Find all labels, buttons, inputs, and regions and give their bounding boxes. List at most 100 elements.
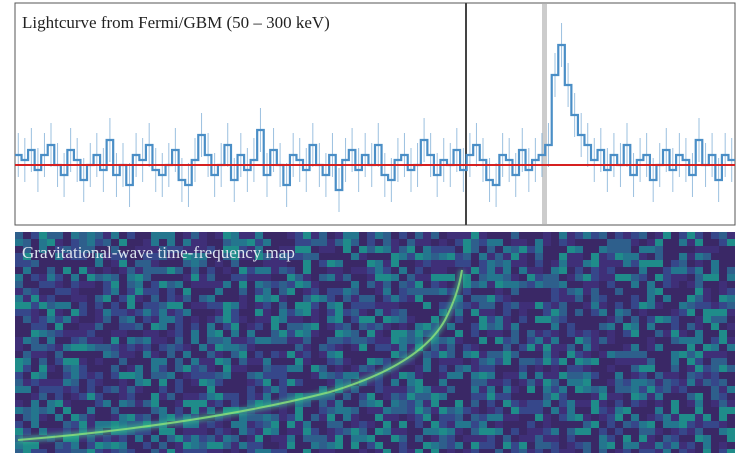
map-cell	[71, 421, 79, 428]
map-cell	[287, 330, 295, 337]
map-cell	[207, 323, 215, 330]
map-cell	[663, 421, 671, 428]
map-cell	[343, 288, 351, 295]
map-cell	[247, 421, 255, 428]
map-cell	[79, 344, 87, 351]
map-cell	[575, 246, 583, 253]
map-cell	[199, 372, 207, 379]
map-cell	[615, 414, 623, 421]
map-cell	[103, 274, 111, 281]
map-cell	[719, 428, 727, 435]
map-cell	[159, 302, 167, 309]
map-cell	[655, 232, 663, 239]
map-cell	[439, 365, 447, 372]
map-cell	[23, 386, 31, 393]
map-cell	[231, 330, 239, 337]
map-cell	[327, 428, 335, 435]
map-cell	[287, 267, 295, 274]
map-cell	[319, 372, 327, 379]
map-cell	[295, 323, 303, 330]
map-cell	[391, 253, 399, 260]
map-cell	[703, 351, 711, 358]
map-cell	[615, 302, 623, 309]
map-cell	[367, 302, 375, 309]
map-cell	[351, 239, 359, 246]
map-cell	[503, 309, 511, 316]
map-cell	[335, 428, 343, 435]
map-cell	[687, 302, 695, 309]
map-cell	[679, 442, 687, 449]
map-cell	[383, 232, 391, 239]
map-cell	[335, 400, 343, 407]
map-cell	[359, 393, 367, 400]
map-cell	[631, 358, 639, 365]
map-cell	[215, 337, 223, 344]
map-cell	[47, 316, 55, 323]
map-cell	[551, 428, 559, 435]
map-cell	[599, 442, 607, 449]
map-cell	[207, 302, 215, 309]
map-cell	[383, 449, 391, 453]
map-cell	[423, 428, 431, 435]
map-cell	[327, 288, 335, 295]
map-cell	[471, 267, 479, 274]
map-cell	[167, 414, 175, 421]
map-cell	[431, 344, 439, 351]
map-cell	[487, 351, 495, 358]
map-cell	[391, 344, 399, 351]
map-cell	[351, 309, 359, 316]
map-cell	[679, 274, 687, 281]
map-cell	[327, 442, 335, 449]
map-cell	[503, 379, 511, 386]
map-cell	[127, 309, 135, 316]
map-cell	[351, 386, 359, 393]
map-cell	[55, 302, 63, 309]
map-cell	[375, 358, 383, 365]
map-cell	[199, 449, 207, 453]
map-cell	[63, 358, 71, 365]
map-cell	[543, 274, 551, 281]
map-cell	[351, 372, 359, 379]
map-cell	[567, 330, 575, 337]
map-cell	[439, 344, 447, 351]
map-cell	[95, 379, 103, 386]
map-cell	[519, 316, 527, 323]
lightcurve-panel: Lightcurve from Fermi/GBM (50 – 300 keV)	[14, 2, 736, 226]
map-cell	[463, 260, 471, 267]
map-cell	[159, 386, 167, 393]
map-cell	[279, 365, 287, 372]
map-cell	[711, 421, 719, 428]
map-cell	[127, 421, 135, 428]
map-cell	[719, 337, 727, 344]
map-cell	[135, 365, 143, 372]
map-cell	[199, 253, 207, 260]
map-cell	[495, 316, 503, 323]
map-cell	[159, 428, 167, 435]
map-cell	[567, 365, 575, 372]
map-cell	[695, 414, 703, 421]
map-cell	[223, 407, 231, 414]
map-cell	[519, 267, 527, 274]
map-cell	[367, 407, 375, 414]
map-cell	[223, 435, 231, 442]
map-cell	[343, 407, 351, 414]
map-cell	[215, 449, 223, 453]
map-cell	[519, 344, 527, 351]
map-cell	[663, 449, 671, 453]
map-cell	[375, 337, 383, 344]
map-cell	[399, 407, 407, 414]
map-cell	[15, 449, 23, 453]
map-cell	[711, 400, 719, 407]
map-cell	[15, 407, 23, 414]
map-cell	[599, 407, 607, 414]
map-cell	[647, 435, 655, 442]
map-cell	[519, 239, 527, 246]
map-cell	[383, 302, 391, 309]
map-cell	[495, 428, 503, 435]
map-cell	[695, 253, 703, 260]
map-cell	[239, 295, 247, 302]
map-cell	[311, 302, 319, 309]
map-cell	[87, 232, 95, 239]
map-cell	[375, 232, 383, 239]
map-cell	[695, 288, 703, 295]
